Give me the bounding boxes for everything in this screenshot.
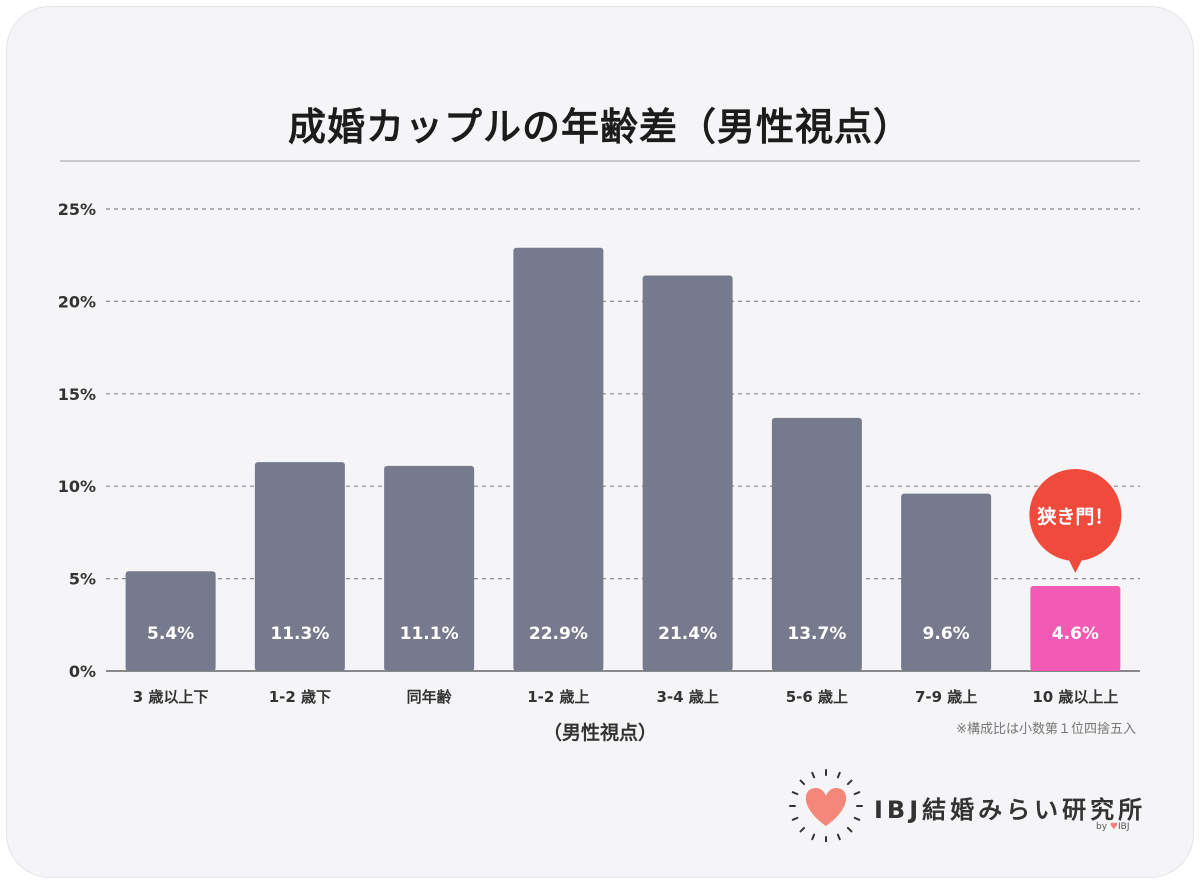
x-tick-label: 7-9 歳上: [915, 688, 977, 706]
logo-ray: [853, 791, 861, 796]
logo-ray: [836, 833, 841, 841]
logo-ray: [799, 779, 806, 786]
data-label: 21.4%: [658, 624, 717, 644]
logo-ray: [811, 771, 816, 779]
x-tick-label: 3-4 歳上: [656, 688, 718, 706]
heart-logo-icon: [789, 769, 863, 842]
logo-ray: [811, 833, 816, 841]
bar: [901, 493, 992, 671]
chart-title: 成婚カップルの年齢差（男性視点）: [287, 105, 912, 149]
footnote: ※構成比は小数第１位四捨五入: [956, 722, 1136, 737]
data-label: 4.6%: [1052, 624, 1099, 644]
title-divider: [60, 160, 1140, 162]
y-tick-label: 10%: [58, 477, 96, 496]
logo-brand: IBJ: [1118, 822, 1130, 832]
data-label: 11.1%: [400, 624, 459, 644]
bar: [384, 465, 475, 671]
bar: [642, 275, 733, 671]
data-label: 9.6%: [923, 624, 970, 644]
x-tick-label: 1-2 歳上: [527, 688, 589, 706]
logo-ray: [853, 816, 861, 821]
logo-ray: [836, 771, 841, 779]
bar: [254, 462, 345, 671]
logo-ray: [846, 826, 853, 833]
bar: [513, 247, 604, 672]
x-tick-label: 10 歳以上上: [1032, 688, 1118, 706]
x-tick-label: 3 歳以上下: [133, 688, 209, 706]
logo-ray: [799, 826, 806, 833]
data-label: 5.4%: [147, 624, 194, 644]
callout-pointer: [1066, 555, 1085, 573]
y-tick-label: 0%: [69, 662, 96, 681]
logo-ray: [846, 779, 853, 786]
logo-by-label: by: [1096, 822, 1108, 832]
logo-ray: [791, 791, 799, 796]
logo-by: by ♥IBJ: [1096, 822, 1129, 832]
callout-text: 狭き門！: [1036, 505, 1113, 528]
x-tick-label: 同年齢: [407, 688, 453, 706]
data-label: 13.7%: [787, 624, 846, 644]
bar: [771, 417, 862, 671]
x-tick-label: 5-6 歳上: [786, 688, 848, 706]
bar: [1030, 585, 1121, 671]
logo-ray: [791, 816, 799, 821]
logo-text: IBJ結婚みらい研究所: [874, 796, 1147, 824]
y-tick-label: 25%: [58, 200, 96, 219]
y-tick-label: 20%: [58, 292, 96, 311]
data-label: 11.3%: [270, 624, 329, 644]
y-tick-label: 15%: [58, 385, 96, 404]
y-tick-label: 5%: [69, 570, 96, 589]
x-axis-title: （男性視点）: [542, 722, 657, 744]
ibj-logo: IBJ結婚みらい研究所 by ♥IBJ: [786, 766, 1146, 842]
logo-heart-mark-icon: ♥: [1109, 822, 1118, 832]
x-tick-label: 1-2 歳下: [269, 688, 331, 706]
data-label: 22.9%: [529, 624, 588, 644]
bar: [125, 571, 216, 671]
callout-bubble: [1029, 469, 1122, 561]
